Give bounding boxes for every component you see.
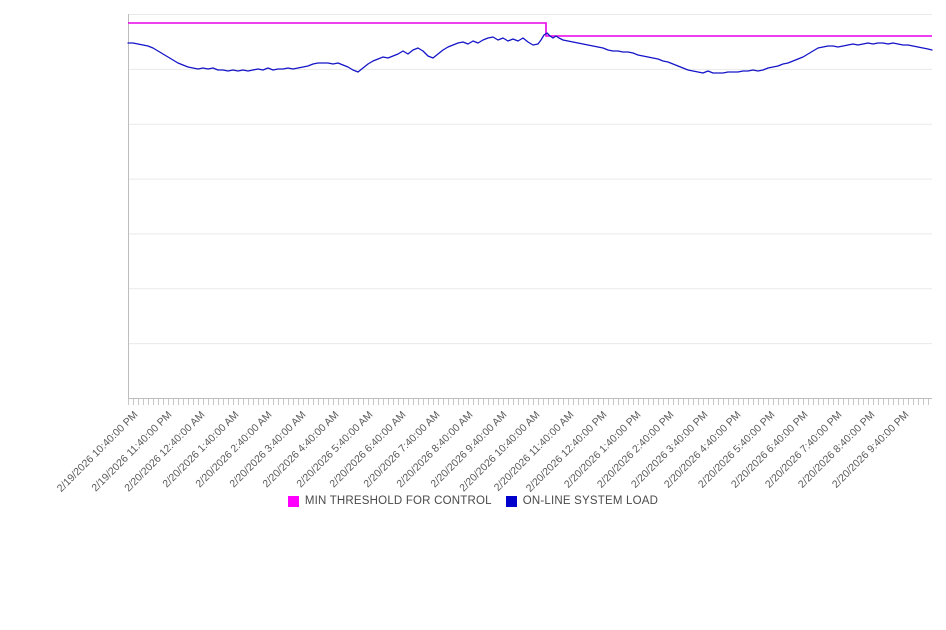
legend-swatch-icon-threshold <box>287 495 299 507</box>
chart-container: 2/19/2026 10:40:00 PM 2/19/2026 11:40:00 … <box>0 14 946 507</box>
legend-swatch-icon-load <box>505 495 517 507</box>
legend-item-min-threshold-for-control[interactable]: MIN THRESHOLD FOR CONTROL <box>287 495 492 507</box>
plot-background <box>128 14 932 398</box>
series-line-min-threshold-for-control <box>128 22 932 37</box>
line-chart-plot <box>127 14 933 405</box>
legend-label-load: ON-LINE SYSTEM LOAD <box>522 495 659 507</box>
x-axis-ticks-group <box>128 399 929 405</box>
legend-label-threshold: MIN THRESHOLD FOR CONTROL <box>304 495 492 507</box>
series-line-on-line-system-load <box>127 32 933 74</box>
legend-item-on-line-system-load[interactable]: ON-LINE SYSTEM LOAD <box>505 495 659 507</box>
chart-legend: MIN THRESHOLD FOR CONTROL ON-LINE SYSTEM… <box>0 495 946 507</box>
